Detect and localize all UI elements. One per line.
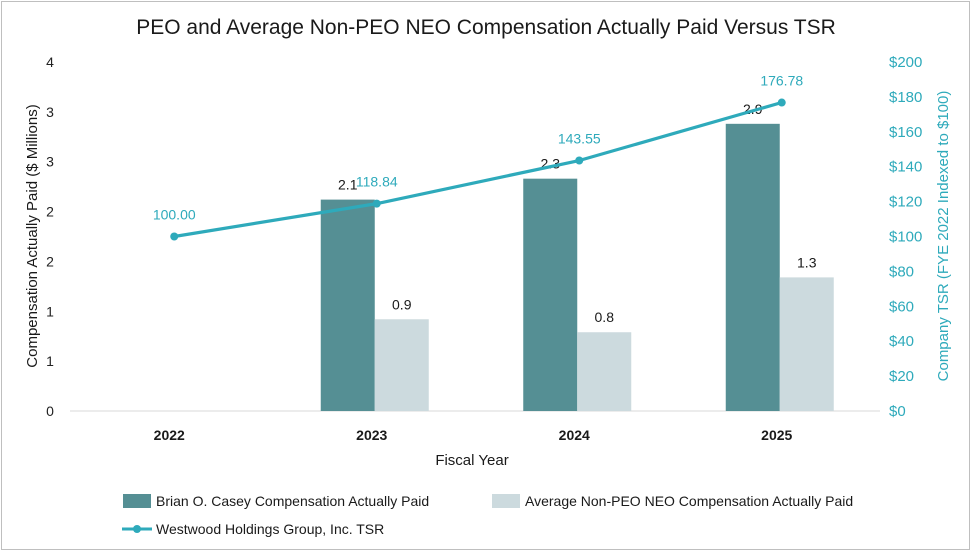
tsr-point [575, 156, 584, 165]
y2-tick-label: $200 [889, 54, 922, 71]
tsr-point [777, 98, 786, 107]
legend-label-tsr: Westwood Holdings Group, Inc. TSR [156, 521, 384, 537]
y2-tick-label: $120 [889, 194, 922, 211]
bar-data-label: 1.3 [797, 254, 817, 270]
tsr-data-label: 143.55 [558, 131, 601, 147]
x-tick-label: 2024 [559, 427, 590, 443]
y-tick-label: 0 [46, 403, 54, 419]
y-tick-label: 2 [46, 253, 54, 269]
x-tick-label: 2023 [356, 427, 387, 443]
legend-swatch-tsr-marker [133, 525, 141, 533]
bar [320, 199, 375, 411]
tsr-line-group: 100.00 118.84 143.55 176.78 [153, 73, 803, 241]
y-axis-title: Compensation Actually Paid ($ Millions) [24, 104, 41, 367]
x-axis-title: Fiscal Year [435, 452, 508, 469]
y2-axis-title: Company TSR (FYE 2022 Indexed to $100) [935, 91, 952, 382]
y2-tick-label: $60 [889, 298, 914, 315]
y-tick-label: 1 [46, 303, 54, 319]
chart-title: PEO and Average Non-PEO NEO Compensation… [136, 16, 836, 39]
y2-tick-label: $100 [889, 229, 922, 246]
category-labels: 2022 2023 2024 2025 [154, 427, 793, 443]
y-tick-label: 2 [46, 204, 54, 220]
tsr-data-label: 176.78 [760, 73, 803, 89]
y2-tick-label: $80 [889, 263, 914, 280]
bar [374, 319, 429, 411]
y2-tick-label: $180 [889, 89, 922, 106]
legend-label-peo: Brian O. Casey Compensation Actually Pai… [156, 493, 429, 509]
bar [523, 178, 578, 411]
tsr-data-label: 100.00 [153, 207, 196, 223]
y2-tick-label: $20 [889, 368, 914, 385]
y2-tick-label: $160 [889, 124, 922, 141]
y2-tick-label: $0 [889, 403, 906, 420]
legend: Brian O. Casey Compensation Actually Pai… [122, 493, 853, 537]
right-axis-ticks: $0 $20 $40 $60 $80 $100 $120 $140 $160 $180 $200 [889, 54, 922, 420]
legend-swatch-peo [123, 494, 151, 508]
left-axis-ticks: 0 1 1 2 2 3 3 4 [46, 54, 54, 419]
tsr-data-label: 118.84 [356, 174, 398, 190]
y2-tick-label: $140 [889, 159, 922, 176]
x-tick-label: 2025 [761, 427, 792, 443]
tsr-line [173, 100, 783, 239]
y-tick-label: 1 [46, 353, 54, 369]
bar [725, 123, 780, 411]
tsr-point [372, 199, 381, 208]
tsr-point [170, 232, 179, 241]
bar-data-label: 0.9 [392, 296, 412, 312]
y-tick-label: 4 [46, 54, 54, 70]
bar [779, 277, 834, 411]
y-tick-label: 3 [46, 154, 54, 170]
bar [577, 332, 632, 411]
y2-tick-label: $40 [889, 333, 914, 350]
legend-label-neo: Average Non-PEO NEO Compensation Actuall… [525, 493, 853, 509]
bars-group: 2.12.32.90.90.81.3 [320, 101, 834, 411]
bar-data-label: 0.8 [595, 309, 615, 325]
legend-swatch-neo [492, 494, 520, 508]
y-tick-label: 3 [46, 104, 54, 120]
bar-data-label: 2.1 [338, 177, 358, 193]
x-tick-label: 2022 [154, 427, 185, 443]
